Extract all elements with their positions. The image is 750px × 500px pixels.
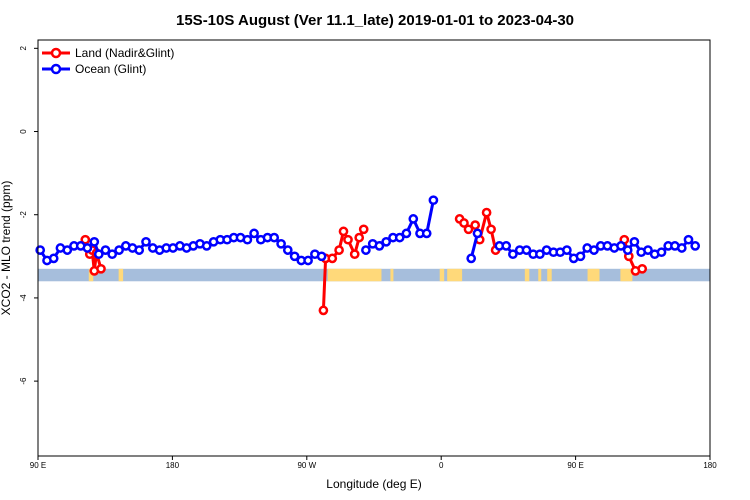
data-point-land xyxy=(338,226,349,237)
chart-title: 15S-10S August (Ver 11.1_late) 2019-01-0… xyxy=(176,12,574,29)
x-tick-label: 90 E xyxy=(567,461,583,470)
legend-label-land: Land (Nadir&Glint) xyxy=(75,46,174,60)
data-point-ocean xyxy=(521,245,532,255)
x-tick-label: 0 xyxy=(439,461,444,470)
data-point-land xyxy=(334,245,344,255)
x-tick-label: 90 E xyxy=(30,461,46,470)
land-segment xyxy=(547,268,552,282)
y-tick-label: 0 xyxy=(19,129,28,134)
data-point-ocean xyxy=(501,241,512,251)
data-point-ocean xyxy=(381,236,392,247)
data-point-ocean xyxy=(535,249,545,260)
land-segment xyxy=(447,268,463,282)
data-point-ocean xyxy=(622,245,633,255)
data-point-land xyxy=(481,207,492,218)
data-point-ocean xyxy=(303,255,313,266)
data-point-ocean xyxy=(676,243,687,253)
data-point-ocean xyxy=(107,249,118,260)
x-tick-label: 180 xyxy=(703,461,717,470)
x-axis: 90 E 180 90 W 0 90 E 180 xyxy=(30,456,717,470)
data-point-ocean xyxy=(374,241,385,251)
data-point-land xyxy=(486,224,496,235)
data-point-land xyxy=(470,220,481,230)
data-point-ocean xyxy=(589,245,599,255)
land-segment xyxy=(88,268,94,282)
data-point-ocean xyxy=(683,234,694,245)
data-point-ocean xyxy=(421,228,432,239)
data-point-land xyxy=(343,234,353,245)
y-tick-label: 2 xyxy=(19,46,28,51)
land-segment xyxy=(118,268,124,282)
data-point-ocean xyxy=(114,245,124,255)
data-point-ocean xyxy=(134,245,145,255)
data-point-land xyxy=(327,253,338,264)
data-point-land xyxy=(637,263,648,274)
data-point-land xyxy=(349,249,360,260)
land-segment xyxy=(620,268,633,282)
data-point-land xyxy=(358,224,369,235)
data-point-ocean xyxy=(282,245,293,255)
data-point-land xyxy=(459,218,469,228)
data-point-ocean xyxy=(394,232,405,243)
x-tick-label: 180 xyxy=(166,461,180,470)
data-point-ocean xyxy=(93,249,104,260)
data-point-land xyxy=(96,263,106,274)
data-point-ocean xyxy=(629,236,640,247)
data-point-ocean xyxy=(508,249,518,260)
land-segment xyxy=(538,268,542,282)
data-point-ocean xyxy=(82,243,93,253)
data-point-ocean xyxy=(48,253,59,264)
y-axis-label: XCO2 - MLO trend (ppm) xyxy=(0,181,13,316)
series-group xyxy=(35,195,701,316)
data-point-land xyxy=(80,234,91,245)
data-point-ocean xyxy=(466,253,477,264)
data-point-ocean xyxy=(643,245,653,255)
data-point-ocean xyxy=(472,228,483,239)
data-point-land xyxy=(318,305,329,316)
legend-marker-ocean xyxy=(50,63,62,75)
data-point-ocean xyxy=(201,241,212,251)
data-point-ocean xyxy=(289,251,300,262)
y-tick-label: -4 xyxy=(19,294,28,302)
x-axis-label: Longitude (deg E) xyxy=(326,477,421,491)
plot-frame xyxy=(37,39,711,457)
data-point-ocean xyxy=(428,195,439,206)
y-axis: 2 0 -2 -4 -6 xyxy=(19,46,38,385)
data-point-ocean xyxy=(690,241,701,251)
data-point-ocean xyxy=(616,241,626,251)
data-point-ocean xyxy=(401,228,412,239)
data-point-ocean xyxy=(242,234,253,245)
data-point-ocean xyxy=(269,232,280,243)
legend: Land (Nadir&Glint) Ocean (Glint) xyxy=(42,46,174,76)
legend-marker-land xyxy=(50,47,62,59)
data-point-ocean xyxy=(62,245,73,255)
land-segment xyxy=(327,268,382,282)
data-point-ocean xyxy=(141,236,151,247)
land-segment xyxy=(390,268,394,282)
data-point-ocean xyxy=(89,236,100,247)
land-ocean-mask xyxy=(38,268,710,282)
data-point-ocean xyxy=(249,228,259,239)
land-segment xyxy=(524,268,530,282)
legend-label-ocean: Ocean (Glint) xyxy=(75,62,146,76)
data-point-ocean xyxy=(656,247,667,258)
data-point-ocean xyxy=(100,245,111,255)
data-point-ocean xyxy=(316,251,327,262)
y-tick-label: -6 xyxy=(19,377,28,385)
data-point-ocean xyxy=(562,245,572,255)
x-tick-label: 90 W xyxy=(297,461,316,470)
land-segment xyxy=(587,268,600,282)
data-point-ocean xyxy=(361,245,371,255)
data-point-land xyxy=(463,224,474,235)
data-point-ocean xyxy=(575,251,586,262)
land-segment xyxy=(439,268,445,282)
data-point-ocean xyxy=(408,214,419,224)
data-point-ocean xyxy=(276,238,286,249)
y-tick-label: -2 xyxy=(19,211,28,219)
data-point-land xyxy=(354,232,365,243)
